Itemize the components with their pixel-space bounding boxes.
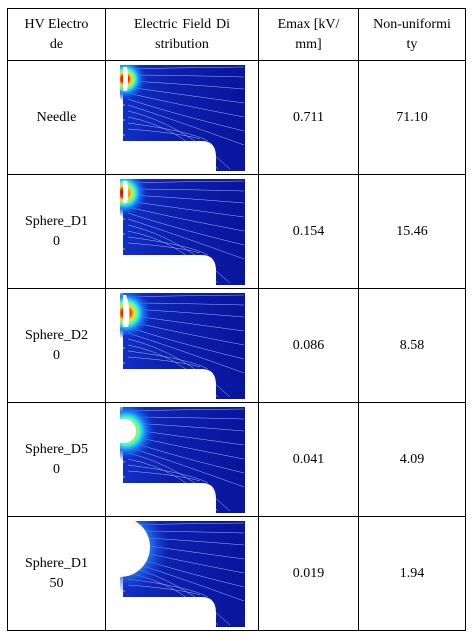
results-table: HV Electrode Electric Field Distribution… <box>7 8 466 631</box>
emax-cell: 0.711 <box>258 60 359 175</box>
image-cell <box>105 516 259 631</box>
electrode-cell: Sphere_D50 <box>7 402 106 517</box>
row: Sphere_D20 0.086 8.58 <box>7 288 466 403</box>
row: Needle 0.711 71.10 <box>7 60 466 175</box>
non-uniformity: 1.94 <box>399 565 425 581</box>
image-cell <box>105 288 259 403</box>
field-plot <box>119 406 245 513</box>
field-plot <box>119 292 245 399</box>
electrode-cell: Sphere_D10 <box>7 174 106 289</box>
nonuniform-cell: 8.58 <box>358 288 466 403</box>
nonuniform-cell: 15.46 <box>358 174 466 289</box>
non-uniformity: 71.10 <box>396 109 428 125</box>
field-plot <box>119 520 245 627</box>
header-text: Emax [kV/mm] <box>277 16 340 52</box>
row: Sphere_D150 0.019 1.94 <box>7 516 466 631</box>
electrode-name: Sphere_D150 <box>25 555 88 591</box>
header-cell: HV Electrode <box>7 8 106 61</box>
electrode-name: Sphere_D20 <box>25 327 88 363</box>
field-plot <box>119 64 245 171</box>
non-uniformity: 8.58 <box>399 337 425 353</box>
non-uniformity: 4.09 <box>399 451 425 467</box>
image-cell <box>105 402 259 517</box>
nonuniform-cell: 1.94 <box>358 516 466 631</box>
emax-cell: 0.154 <box>258 174 359 289</box>
electrode-cell: Sphere_D150 <box>7 516 106 631</box>
electrode-cell: Sphere_D20 <box>7 288 106 403</box>
header-cell: Emax [kV/mm] <box>258 8 359 61</box>
non-uniformity: 15.46 <box>396 223 428 239</box>
header-text: Electric Field Distribution <box>134 16 230 52</box>
electrode-cell: Needle <box>7 60 106 175</box>
emax-cell: 0.019 <box>258 516 359 631</box>
electrode-name: Needle <box>36 109 77 125</box>
emax: 0.711 <box>293 109 324 125</box>
header-text: Non-uniformity <box>373 16 451 52</box>
header-cell: Electric Field Distribution <box>105 8 259 61</box>
header-row: HV Electrode Electric Field Distribution… <box>7 8 466 61</box>
emax: 0.041 <box>292 451 325 467</box>
nonuniform-cell: 71.10 <box>358 60 466 175</box>
image-cell <box>105 60 259 175</box>
emax-cell: 0.041 <box>258 402 359 517</box>
emax: 0.086 <box>292 337 325 353</box>
header-cell: Non-uniformity <box>358 8 466 61</box>
image-cell <box>105 174 259 289</box>
row: Sphere_D10 0.154 15.46 <box>7 174 466 289</box>
row: Sphere_D50 0.041 4.09 <box>7 402 466 517</box>
electrode-name: Sphere_D10 <box>25 213 88 249</box>
emax-cell: 0.086 <box>258 288 359 403</box>
electrode-name: Sphere_D50 <box>25 441 88 477</box>
nonuniform-cell: 4.09 <box>358 402 466 517</box>
emax: 0.154 <box>292 223 325 239</box>
field-plot <box>119 178 245 285</box>
emax: 0.019 <box>292 565 325 581</box>
header-text: HV Electrode <box>24 16 89 52</box>
